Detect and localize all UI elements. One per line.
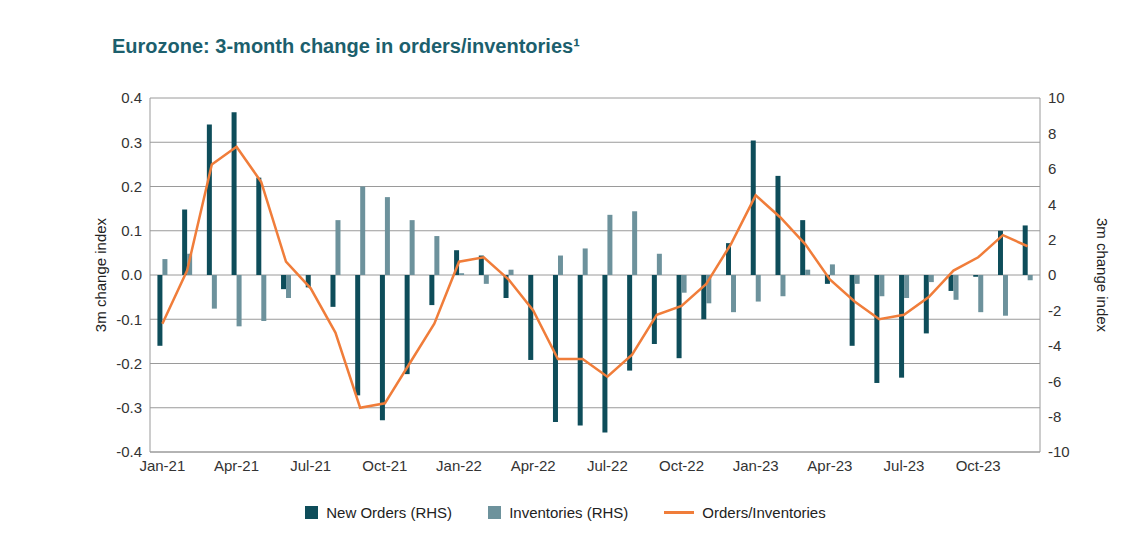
svg-text:-8: -8 [1048,408,1061,425]
svg-text:-0.3: -0.3 [116,399,142,416]
svg-text:-0.4: -0.4 [116,443,142,460]
svg-text:Oct-23: Oct-23 [956,457,1001,474]
html-text:Orders/Inventories: Orders/Inventories [702,504,826,521]
svg-text:-2: -2 [1048,302,1061,319]
svg-text:Oct-22: Oct-22 [659,457,704,474]
svg-text:-6: -6 [1048,373,1061,390]
svg-text:-0.1: -0.1 [116,311,142,328]
svg-text:0.0: 0.0 [121,266,142,283]
svg-text:4: 4 [1048,196,1056,213]
html-text:3m change index: 3m change index [91,217,109,333]
svg-text:Jan-22: Jan-22 [436,457,482,474]
html-text:Eurozone: 3-month change in or: Eurozone: 3-month change in orders/inven… [112,35,580,57]
svg-text:Jul-22: Jul-22 [587,457,628,474]
svg-text:Jan-21: Jan-21 [139,457,185,474]
svg-text:0: 0 [1048,266,1056,283]
svg-text:Apr-23: Apr-23 [807,457,852,474]
svg-text:Jan-23: Jan-23 [733,457,779,474]
svg-text:0.4: 0.4 [121,89,142,106]
svg-text:0.1: 0.1 [121,222,142,239]
svg-text:10: 10 [1048,89,1065,106]
svg-text:Oct-21: Oct-21 [362,457,407,474]
html-text:New Orders (RHS): New Orders (RHS) [326,504,453,521]
svg-text:0.2: 0.2 [121,178,142,195]
svg-text:Apr-22: Apr-22 [511,457,556,474]
svg-text:-10: -10 [1048,443,1070,460]
svg-text:0.3: 0.3 [121,134,142,151]
svg-text:Jul-23: Jul-23 [884,457,925,474]
svg-text:-0.2: -0.2 [116,355,142,372]
svg-text:2: 2 [1048,231,1056,248]
html-text:Inventories (RHS): Inventories (RHS) [509,504,629,521]
html-text:3m change index: 3m change index [1093,217,1111,333]
svg-text:-4: -4 [1048,337,1061,354]
svg-text:Apr-21: Apr-21 [214,457,259,474]
svg-text:6: 6 [1048,160,1056,177]
svg-text:Jul-21: Jul-21 [290,457,331,474]
svg-text:8: 8 [1048,125,1056,142]
